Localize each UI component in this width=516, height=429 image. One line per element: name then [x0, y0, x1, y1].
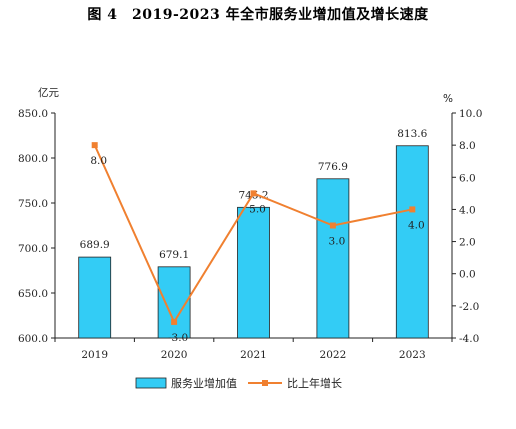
left-tick-label: 600.0	[18, 333, 48, 345]
right-tick-label: 6.0	[459, 172, 476, 184]
growth-point-2021	[250, 190, 257, 197]
growth-point-2022	[329, 222, 336, 229]
x-tick-label: 2021	[240, 349, 267, 361]
right-tick-label: -4.0	[459, 333, 479, 345]
right-tick-label: 10.0	[459, 108, 482, 120]
bar-value-label: 679.1	[159, 249, 189, 261]
chart-title: 图 4 2019-2023 年全市服务业增加值及增长速度	[87, 7, 429, 23]
right-tick-label: 4.0	[459, 204, 476, 216]
legend-bar-label: 服务业增加值	[171, 376, 237, 390]
x-tick-label: 2022	[320, 349, 347, 361]
bar-value-label: 813.6	[397, 128, 427, 140]
growth-point-2023	[409, 206, 416, 213]
growth-value-label: -3.0	[168, 332, 188, 344]
growth-value-label: 8.0	[90, 155, 107, 167]
right-tick-label: 2.0	[459, 237, 476, 249]
growth-value-label: 3.0	[329, 236, 346, 248]
x-tick-label: 2019	[81, 349, 108, 361]
left-tick-label: 700.0	[18, 243, 48, 255]
left-tick-label: 750.0	[18, 198, 48, 210]
x-tick-label: 2020	[161, 349, 188, 361]
growth-point-2020	[171, 318, 178, 325]
growth-value-label: 4.0	[408, 219, 425, 231]
legend-bar-swatch	[135, 377, 167, 389]
right-tick-label: 0.0	[459, 269, 476, 281]
x-tick-label: 2023	[399, 349, 426, 361]
bar-value-label: 689.9	[80, 239, 110, 251]
left-tick-label: 800.0	[18, 153, 48, 165]
bar-2021	[237, 206, 270, 339]
bar-2019	[78, 256, 112, 339]
legend-line-label: 比上年增长	[287, 376, 342, 390]
left-axis-unit: 亿元	[38, 86, 59, 99]
left-tick-label: 850.0	[18, 108, 48, 120]
bar-2023	[395, 145, 429, 339]
growth-value-label: 5.0	[249, 203, 266, 215]
right-tick-label: -2.0	[459, 301, 479, 313]
legend-line-marker	[262, 380, 268, 386]
left-tick-label: 650.0	[18, 288, 48, 300]
bar-value-label: 776.9	[318, 161, 348, 173]
right-tick-label: 8.0	[459, 140, 476, 152]
growth-point-2019	[91, 142, 98, 149]
bar-2020	[157, 266, 191, 339]
bar-2022	[316, 178, 350, 339]
right-axis-unit: %	[443, 93, 453, 105]
